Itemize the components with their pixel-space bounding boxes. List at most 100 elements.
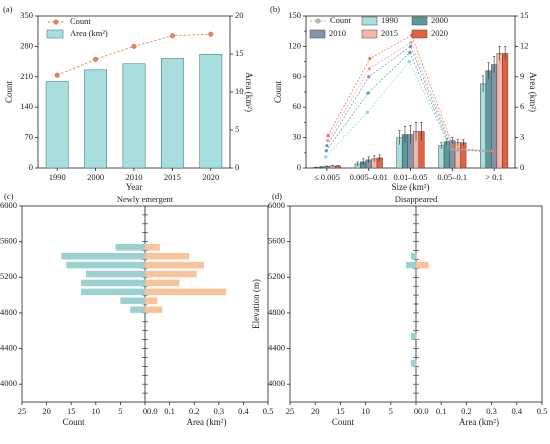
panel-a-area-bar (84, 69, 107, 169)
panel-b-legend-label: 2010 (329, 28, 346, 38)
panel-c-count-tick-label: 5 (118, 406, 122, 416)
panel-b-ytick-label: 60 (293, 101, 302, 111)
panel-b-legend-count-marker (315, 18, 321, 24)
panel-b-xtick-label: 0.05–0.1 (437, 172, 467, 182)
panel-b-count-marker (325, 139, 330, 143)
panel-c-count-tick-label: 25 (18, 406, 27, 416)
panel-b-ylabel: Count (273, 81, 283, 104)
panel-a-y2tick-label: 10 (235, 86, 244, 96)
panel-a-count-marker (93, 56, 99, 62)
panel-a-legend-count-label: Count (70, 16, 91, 26)
panel-b-legend-swatch (361, 29, 378, 39)
panel-b-count-marker (324, 149, 328, 153)
panel-c-ytick-label: 6000 (0, 200, 17, 210)
panel-c-area-tick-label: 0.3 (213, 406, 224, 416)
panel-a-ytick-label: 0 (29, 162, 33, 172)
panel-a-ytick-label: 70 (25, 132, 34, 142)
panel-b-count-marker (366, 91, 370, 95)
panel-d-area-bar (416, 252, 418, 260)
panel-b-count-line (327, 34, 496, 153)
panel-b-area-bar (460, 142, 467, 169)
panel-b-y2tick-label: 3 (520, 132, 524, 142)
panel-b-count-line (327, 41, 495, 153)
panel-a-count-marker (54, 72, 60, 78)
panel-a-area-bar (199, 53, 223, 169)
panel-d-ytick-label: 4400 (268, 342, 285, 352)
panel-c-count-bar (130, 306, 145, 313)
panel-d-label: (d) (272, 191, 282, 201)
panel-d-count-tick-label: 25 (286, 406, 295, 416)
panel-d-xlabel-area: Area (km²) (459, 417, 499, 427)
panel-b-area-bar (443, 141, 450, 169)
panel-a-count-marker (131, 43, 137, 49)
panel-d-count-tick-label: 10 (361, 406, 370, 416)
panel-b-xtick-label: > 0.1 (485, 172, 503, 182)
panel-c-area-bar (145, 270, 197, 278)
panel-c-ytick-label: 4400 (0, 342, 17, 352)
panel-d-ytick-label: 5200 (268, 271, 285, 281)
panel-d-area-tick-label: 0.1 (436, 406, 447, 416)
panel-b-y2tick-label: 9 (520, 71, 524, 81)
panel-a-xtick-label: 2000 (87, 172, 104, 182)
panel-b-area-bar (454, 142, 461, 169)
panel-b-legend-label: 1990 (381, 15, 398, 25)
panel-a-ytick-label: 140 (20, 101, 33, 111)
panel-b-label: (b) (270, 4, 280, 14)
panel-d-area-tick-label: 0.4 (511, 406, 522, 416)
panel-c-count-bar (81, 288, 145, 296)
panel-a-y2tick-label: 5 (235, 124, 239, 134)
panel-c-ytick-label: 4800 (0, 307, 17, 317)
panel-b-count-marker (408, 44, 413, 49)
panel-d-ytick-label: 4000 (268, 378, 285, 388)
panel-a-y2tick-label: 15 (235, 48, 244, 58)
panel-b-xtick-label: 0.01–0.05 (394, 172, 428, 182)
panel-c-count-tick-label: 15 (67, 406, 76, 416)
panel-b-legend-swatch (309, 29, 326, 39)
panel-a-ytick-label: 350 (20, 10, 33, 20)
panel-b-xtick-label: ≤ 0.005 (314, 172, 340, 182)
panel-b-count-marker (368, 56, 372, 61)
panel-d-count-bar (410, 333, 416, 340)
panel-d-ytick-label: 5600 (268, 236, 285, 246)
panel-c-count-tick-label: 20 (42, 406, 51, 416)
panel-d-count-tick-label: 20 (311, 406, 320, 416)
panel-b-ytick-label: 30 (293, 132, 302, 142)
panel-b-legend-count-label: Count (330, 15, 351, 25)
panel-b-xlabel: Size (km²) (392, 182, 430, 192)
panel-b-count-marker (324, 155, 328, 159)
panel-b-count-marker (367, 67, 371, 71)
panel-c-count-tick-label: 0 (143, 406, 147, 416)
panel-a-area-bar (161, 58, 184, 169)
panel-d-ytick-label: 4800 (268, 307, 285, 317)
panel-c-area-bar (145, 261, 205, 269)
panel-a-ytick-label: 210 (20, 71, 33, 81)
panel-c-ytick-label: 4000 (0, 378, 17, 388)
panel-c-count-bar (66, 261, 145, 269)
panel-d-ylabel: Elevation (m) (251, 279, 261, 329)
panel-b-legend-label: 2015 (381, 28, 398, 38)
panel-b-xtick-label: 0.005–0.01 (350, 172, 388, 182)
panel-d-count-bar (405, 261, 416, 269)
panel-b-count-marker (367, 75, 371, 79)
panel-b-count-marker (451, 146, 456, 150)
panel-a-count-marker (208, 31, 214, 37)
panel-a-xtick-label: 1990 (49, 172, 66, 182)
panel-a-area-bar (122, 63, 146, 169)
panel-b-count-marker (409, 40, 413, 44)
panel-d-count-bar (410, 252, 416, 260)
panel-c-count-tick-label: 10 (92, 406, 101, 416)
panel-a-legend-area-label: Area (km²) (70, 28, 108, 38)
panel-d-area-bar (416, 359, 417, 367)
panel-d-title: Disappeared (395, 194, 438, 204)
panel-a-area-bar (45, 81, 69, 169)
panel-a-count-marker (169, 33, 175, 39)
panel-b-area-bar (485, 70, 492, 169)
panel-a-xlabel: Year (126, 182, 143, 192)
panel-b-legend-label: 2020 (431, 28, 448, 38)
panel-b-ytick-label: 0 (297, 162, 301, 172)
panel-c-area-tick-label: 0.0 (147, 406, 158, 416)
panel-b-y2tick-label: 6 (520, 101, 524, 111)
panel-c-xlabel-count: Count (63, 417, 86, 427)
panel-b-count-marker (408, 50, 412, 55)
panel-b-ytick-label: 150 (288, 10, 301, 20)
